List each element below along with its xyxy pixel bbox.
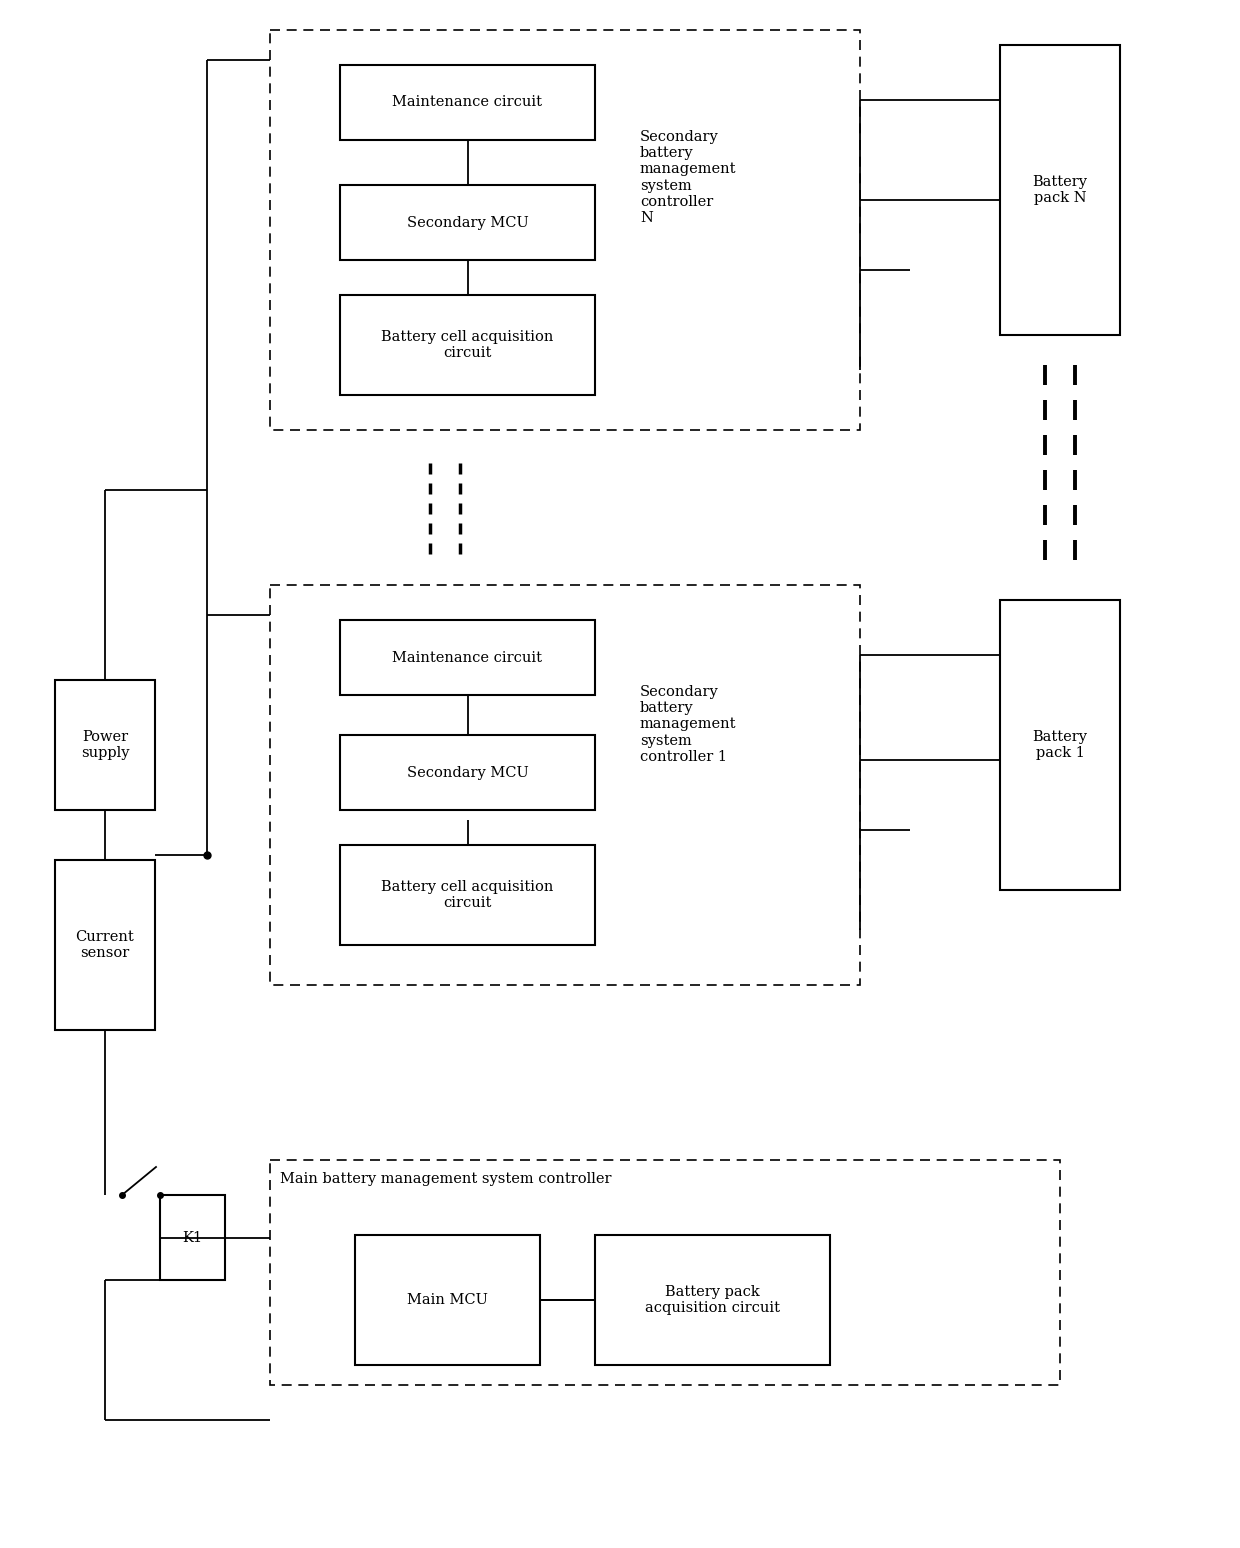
Bar bbox=[999, 45, 1120, 334]
Bar bbox=[270, 29, 861, 430]
Bar bbox=[999, 601, 1120, 890]
Text: K1: K1 bbox=[182, 1231, 202, 1245]
Text: Battery
pack 1: Battery pack 1 bbox=[1033, 731, 1087, 760]
Bar bbox=[55, 680, 155, 810]
Text: Secondary MCU: Secondary MCU bbox=[407, 766, 528, 780]
Bar bbox=[340, 621, 595, 695]
Text: Battery cell acquisition
circuit: Battery cell acquisition circuit bbox=[382, 330, 554, 361]
Bar bbox=[55, 861, 155, 1029]
Text: Secondary
battery
management
system
controller 1: Secondary battery management system cont… bbox=[640, 686, 737, 763]
Text: Main battery management system controller: Main battery management system controlle… bbox=[280, 1172, 611, 1186]
Text: Power
supply: Power supply bbox=[81, 731, 129, 760]
Text: Secondary MCU: Secondary MCU bbox=[407, 215, 528, 229]
Text: Maintenance circuit: Maintenance circuit bbox=[393, 96, 543, 110]
Bar bbox=[270, 585, 861, 985]
Bar bbox=[160, 1195, 224, 1280]
Bar bbox=[340, 186, 595, 260]
Bar bbox=[340, 65, 595, 139]
Text: Current
sensor: Current sensor bbox=[76, 930, 134, 960]
Text: Main MCU: Main MCU bbox=[407, 1293, 487, 1307]
Bar bbox=[340, 735, 595, 810]
Bar bbox=[340, 296, 595, 395]
Text: Battery
pack N: Battery pack N bbox=[1033, 175, 1087, 204]
Bar bbox=[355, 1235, 539, 1365]
Text: Maintenance circuit: Maintenance circuit bbox=[393, 650, 543, 664]
Text: Secondary
battery
management
system
controller
N: Secondary battery management system cont… bbox=[640, 130, 737, 224]
Text: Battery pack
acquisition circuit: Battery pack acquisition circuit bbox=[645, 1285, 780, 1316]
Bar bbox=[595, 1235, 830, 1365]
Bar bbox=[270, 1159, 1060, 1385]
Text: Battery cell acquisition
circuit: Battery cell acquisition circuit bbox=[382, 879, 554, 910]
Bar bbox=[340, 845, 595, 944]
